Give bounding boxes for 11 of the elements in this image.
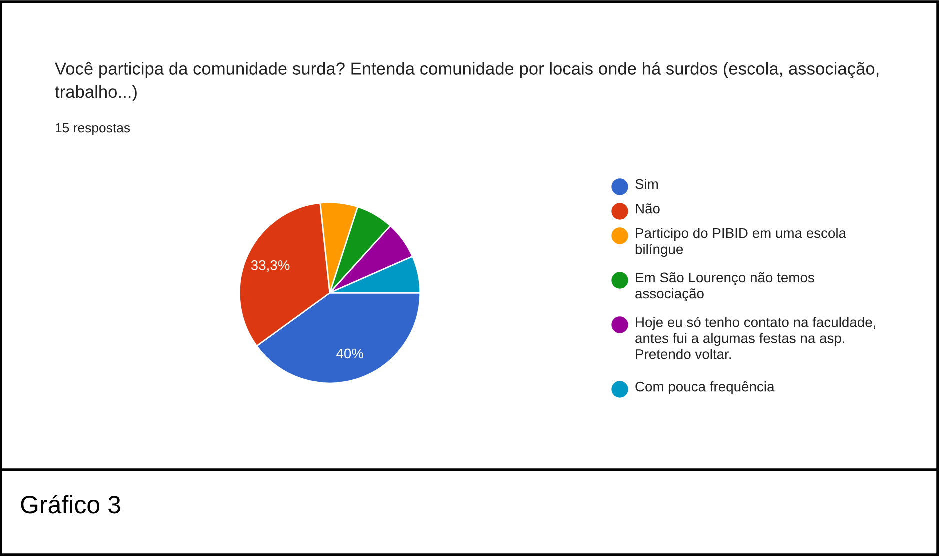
legend-label: Com pouca frequência xyxy=(636,382,775,394)
text: Gráfico 3 xyxy=(21,495,120,514)
legend-label: Sim xyxy=(636,179,658,190)
data-label: 33,3% xyxy=(251,260,290,272)
legend-label: Hoje eu só tenho contato na faculdade, antes fui a algumas festas na asp. Pretendo voltar. xyxy=(636,317,876,360)
legend-label: Não xyxy=(636,204,660,214)
text: 15 respostas xyxy=(56,123,130,136)
data-label: 40% xyxy=(336,348,364,359)
chart-title: Você participa da comunidade surda? Entenda comunidade por locais onde há surdos (escola, associação, trabalho...) xyxy=(55,62,879,102)
legend-label: Em São Lourenço não temos associação xyxy=(636,272,814,302)
legend-label: Participo do PIBID em uma escola bilíngue xyxy=(636,228,847,258)
